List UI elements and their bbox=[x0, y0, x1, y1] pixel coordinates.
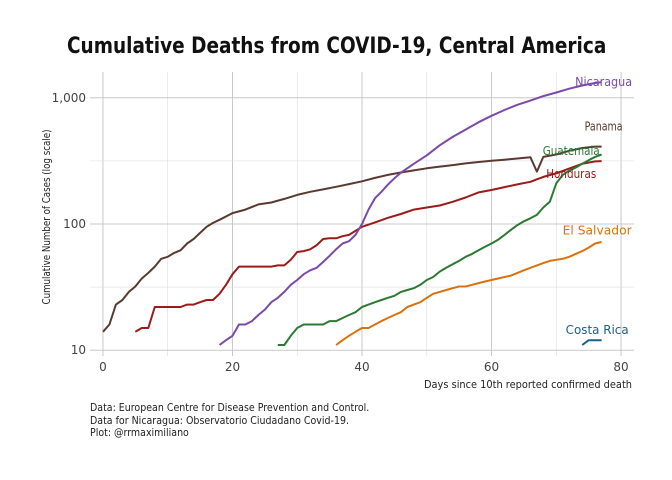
series-label-guatemala: Guatemala bbox=[543, 144, 600, 158]
caption-author: Plot: @rrmaximiliano bbox=[90, 426, 189, 439]
gridlines bbox=[90, 72, 634, 356]
series-line-honduras bbox=[134, 160, 602, 333]
x-tick-label: 20 bbox=[225, 360, 240, 374]
series-label-costa-rica: Costa Rica bbox=[566, 323, 629, 337]
series-lines bbox=[102, 81, 602, 346]
series-label-panama: Panama bbox=[585, 120, 623, 134]
series-line-guatemala bbox=[277, 153, 602, 346]
series-line-panama bbox=[102, 145, 602, 333]
caption-source: Data: European Centre for Disease Preven… bbox=[90, 401, 370, 414]
series-line-nicaragua bbox=[218, 81, 602, 346]
y-tick-label: 1,000 bbox=[52, 91, 86, 105]
y-axis-title: Cumulative Number of Cases (log scale) bbox=[41, 130, 53, 305]
x-tick-label: 0 bbox=[99, 360, 107, 374]
y-tick-label: 100 bbox=[63, 217, 86, 231]
series-label-honduras: Honduras bbox=[546, 167, 596, 181]
series-label-el-salvador: El Salvador bbox=[563, 223, 632, 237]
series-line-costa-rica bbox=[581, 339, 602, 346]
x-axis-title: Days since 10th reported confirmed death bbox=[424, 378, 632, 391]
caption-nicaragua-source: Data for Nicaragua: Observatorio Ciudada… bbox=[90, 413, 349, 427]
caption: Data: European Centre for Disease Preven… bbox=[90, 401, 370, 440]
x-tick-label: 40 bbox=[354, 360, 369, 374]
axis-ticks: 0 20 40 60 80 10 100 1,000 bbox=[52, 91, 629, 374]
y-tick-label: 10 bbox=[71, 343, 86, 357]
series-line-el-salvador bbox=[335, 241, 602, 346]
x-tick-label: 60 bbox=[484, 360, 499, 374]
series-label-nicaragua: Nicaragua bbox=[575, 75, 632, 89]
series-labels: Nicaragua Panama Guatemala Honduras El Salva… bbox=[543, 75, 632, 337]
chart-title: Cumulative Deaths from COVID-19, Central… bbox=[66, 34, 607, 59]
x-tick-label: 80 bbox=[613, 360, 628, 374]
